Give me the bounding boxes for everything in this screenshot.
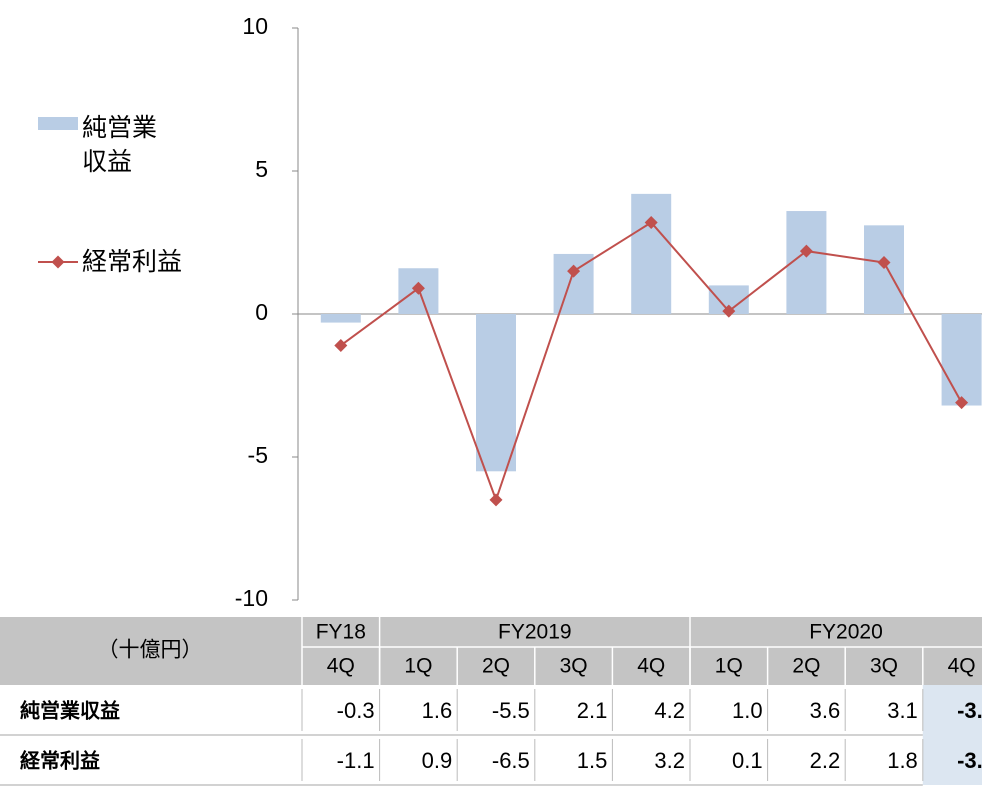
group-label: FY18 (316, 621, 366, 644)
data-label: 1.0 (732, 698, 763, 723)
data-label: -1.1 (337, 748, 375, 773)
marker (799, 244, 813, 258)
x-tick-label: 4Q (637, 655, 665, 678)
row-label: 純営業収益 (20, 698, 120, 722)
bar (631, 193, 672, 314)
legend-swatch (38, 117, 78, 130)
y-tick-label: -5 (248, 442, 268, 468)
x-tick-label: 3Q (560, 655, 588, 678)
x-tick-label: 1Q (715, 655, 743, 678)
bar (553, 253, 594, 314)
data-label: 0.1 (732, 748, 763, 773)
x-tick-label: 4Q (327, 655, 355, 678)
x-tick-label: 1Q (404, 655, 432, 678)
x-tick-label: 2Q (792, 655, 820, 678)
data-label: -3.1 (957, 748, 982, 773)
data-label: 3.2 (654, 748, 685, 773)
data-label: 1.5 (577, 748, 608, 773)
x-tick-label: 2Q (482, 655, 510, 678)
bar (864, 225, 904, 314)
y-tick-label: -10 (235, 585, 268, 611)
marker (877, 256, 891, 270)
group-label: FY2019 (498, 621, 572, 644)
bar (476, 314, 516, 472)
y-tick-label: 5 (255, 156, 268, 182)
legend-text: 純営業収益 (82, 114, 158, 176)
data-label: 4.2 (654, 698, 685, 723)
legend-text: 経常利益 (82, 248, 183, 276)
marker (411, 281, 425, 295)
data-label: -3.2 (957, 698, 982, 723)
marker (567, 264, 581, 278)
data-label: 2.1 (577, 698, 608, 723)
table-header-bg (0, 617, 982, 685)
marker (644, 215, 658, 229)
marker (334, 338, 348, 352)
x-tick-label: 4Q (948, 655, 976, 678)
highlight-bg (922, 685, 982, 785)
marker (722, 304, 736, 318)
data-label: 3.1 (887, 698, 918, 723)
bar (941, 314, 982, 406)
data-label: -5.5 (492, 698, 530, 723)
data-label: 1.6 (422, 698, 453, 723)
data-label: 2.2 (810, 748, 841, 773)
x-tick-label: 3Q (870, 655, 898, 678)
y-tick-label: 0 (255, 299, 268, 325)
data-label: -6.5 (492, 748, 530, 773)
unit-label: （十億円） (98, 639, 203, 662)
y-tick-label: 10 (242, 13, 268, 39)
data-label: -0.3 (337, 698, 375, 723)
row-label: 経常利益 (20, 748, 100, 772)
marker (489, 493, 503, 507)
data-label: 0.9 (422, 748, 453, 773)
marker (955, 396, 969, 410)
legend-swatch (51, 255, 65, 269)
data-label: 3.6 (810, 698, 841, 723)
group-label: FY2020 (809, 621, 883, 644)
bar (320, 314, 361, 323)
data-label: 1.8 (887, 748, 918, 773)
